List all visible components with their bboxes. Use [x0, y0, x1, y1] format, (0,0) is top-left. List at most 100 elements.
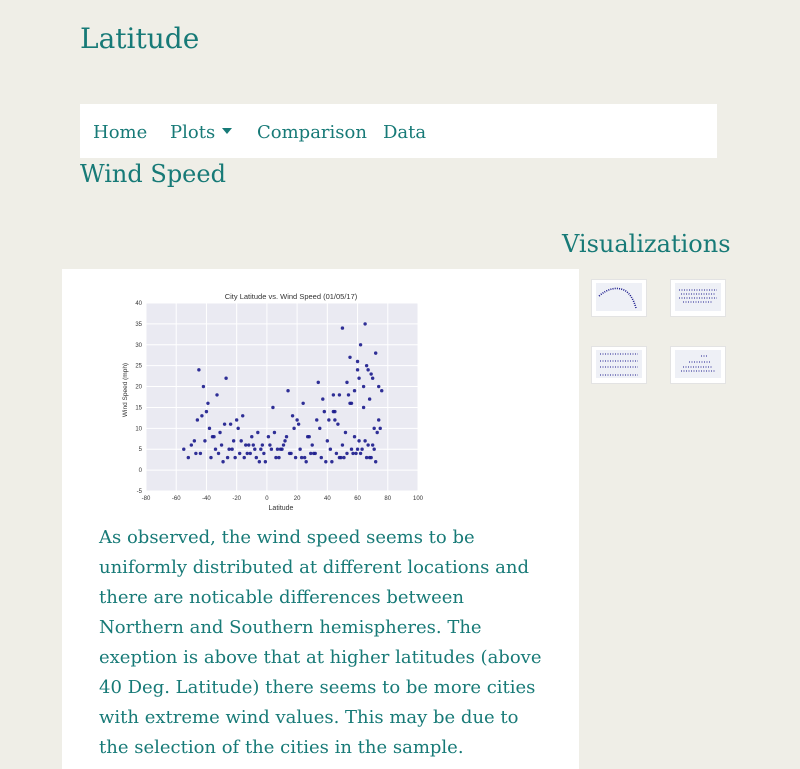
- nav-data[interactable]: Data: [383, 122, 427, 143]
- y-tick-label: 25: [135, 364, 142, 370]
- scatter-point: [216, 451, 221, 456]
- scatter-point: [333, 418, 337, 422]
- scatter-point: [322, 409, 327, 414]
- x-tick-label: -40: [202, 496, 211, 502]
- thumbnail-humidity[interactable]: [670, 279, 726, 317]
- scatter-point: [367, 397, 372, 401]
- scatter-point: [233, 455, 237, 460]
- nav-plots-label: Plots: [170, 122, 216, 143]
- scatter-point: [330, 460, 334, 464]
- scatter-point: [373, 460, 378, 464]
- chart-ylabel: Wind Speed (mph): [122, 363, 129, 417]
- scatter-point: [298, 447, 302, 451]
- scatter-point: [377, 384, 381, 389]
- scatter-point: [283, 439, 287, 443]
- nav-home[interactable]: Home: [93, 122, 148, 143]
- scatter-point: [364, 363, 369, 368]
- scatter-point: [260, 443, 265, 447]
- y-tick-label: 30: [135, 343, 142, 349]
- scatter-point: [201, 384, 206, 389]
- scatter-point: [256, 430, 260, 435]
- scatter-point: [204, 409, 209, 414]
- scatter-point: [334, 451, 339, 456]
- scatter-point: [215, 393, 219, 397]
- scatter-point: [363, 439, 367, 443]
- scatter-point: [253, 447, 257, 451]
- scatter-point: [315, 418, 319, 422]
- site-title[interactable]: Latitude: [80, 22, 200, 55]
- nav-plots-dropdown[interactable]: Plots: [170, 122, 233, 143]
- scatter-point: [372, 426, 376, 431]
- y-tick-label: 15: [135, 405, 142, 411]
- page-heading: Wind Speed: [80, 160, 226, 188]
- scatter-point: [269, 447, 274, 451]
- scatter-point: [358, 451, 363, 456]
- scatter-point: [375, 430, 379, 435]
- scatter-point: [234, 418, 239, 422]
- scatter-point: [340, 443, 345, 447]
- scatter-point: [275, 447, 280, 451]
- scatter-point: [373, 351, 378, 355]
- wind-speed-scatter-chart: -80 -60 -40 -20 0 20 40 60 80 100 -5 0 5 10 15 20 25 30 35…: [122, 292, 424, 512]
- scatter-point: [370, 376, 375, 380]
- scatter-point: [366, 368, 370, 372]
- scatter-point: [348, 355, 352, 360]
- scatter-point: [299, 455, 304, 460]
- thumbnail-wind-speed[interactable]: [670, 346, 726, 384]
- scatter-point: [203, 439, 207, 443]
- scatter-point: [324, 460, 328, 464]
- y-tick-label: 20: [135, 385, 142, 391]
- scatter-point: [318, 426, 322, 431]
- scatter-point: [228, 422, 233, 426]
- caret-down-icon: [222, 128, 233, 134]
- scatter-point: [355, 447, 360, 451]
- scatter-point: [296, 422, 301, 426]
- y-tick-label: 5: [139, 447, 143, 453]
- scatter-point: [259, 447, 263, 451]
- scatter-point: [200, 414, 204, 418]
- scatter-point: [360, 447, 364, 451]
- scatter-point: [369, 372, 373, 376]
- scatter-point: [358, 343, 363, 347]
- scatter-point: [343, 430, 348, 435]
- navbar: Home Plots Comparison Data: [80, 104, 717, 158]
- scatter-point: [301, 401, 305, 405]
- scatter-point: [213, 447, 218, 451]
- scatter-point: [357, 376, 361, 380]
- scatter-point: [225, 455, 230, 460]
- scatter-point: [321, 397, 325, 401]
- scatter-point: [218, 430, 222, 435]
- scatter-point: [254, 455, 259, 460]
- scatter-point: [370, 443, 375, 447]
- scatter-point: [349, 401, 354, 405]
- scatter-point: [244, 443, 248, 447]
- scatter-point: [369, 455, 373, 460]
- scatter-point: [277, 455, 281, 460]
- plot-area: [146, 303, 418, 491]
- y-tick-label: 0: [139, 468, 143, 474]
- thumbnail-wind-speed-preview-icon: [675, 350, 721, 378]
- scatter-point: [305, 434, 310, 439]
- scatter-point: [316, 380, 320, 385]
- scatter-point: [263, 460, 268, 464]
- scatter-point: [247, 443, 251, 447]
- scatter-point: [292, 426, 296, 431]
- chart-xlabel: Latitude: [269, 505, 294, 512]
- scatter-point: [219, 443, 224, 447]
- description-text: As observed, the wind speed seems to be …: [99, 527, 542, 758]
- scatter-point: [337, 393, 342, 397]
- scatter-point: [245, 451, 249, 456]
- x-tick-label: -80: [142, 496, 151, 502]
- scatter-point: [182, 447, 186, 451]
- scatter-point: [224, 376, 228, 380]
- thumbnail-cloudiness[interactable]: [591, 346, 647, 384]
- thumbnail-temperature[interactable]: [591, 279, 647, 317]
- scatter-point: [262, 451, 266, 456]
- scatter-point: [302, 455, 307, 460]
- scatter-point: [372, 447, 376, 451]
- nav-comparison[interactable]: Comparison: [257, 122, 367, 143]
- scatter-point: [377, 418, 381, 422]
- scatter-point: [293, 455, 298, 460]
- scatter-point: [250, 434, 254, 439]
- scatter-point: [284, 434, 289, 439]
